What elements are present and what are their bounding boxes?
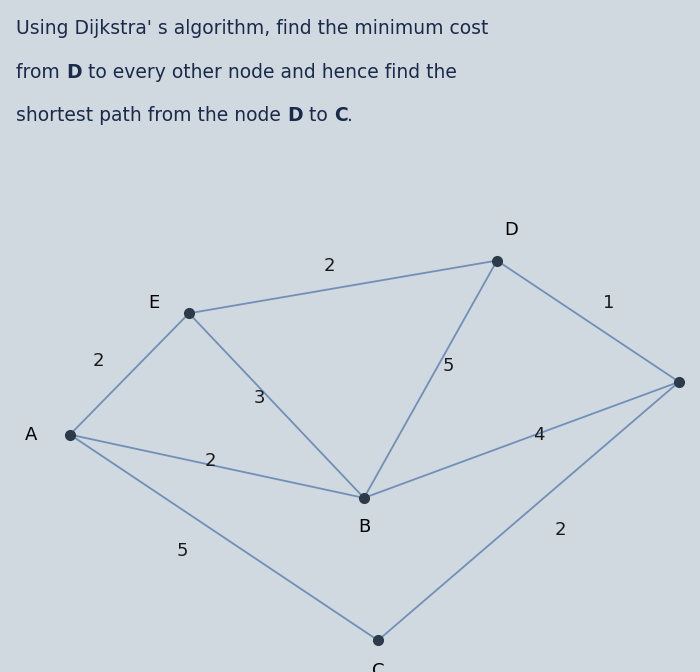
Text: Using Dijkstra' s algorithm, find the minimum cost: Using Dijkstra' s algorithm, find the mi… — [16, 19, 489, 38]
Text: 3: 3 — [253, 388, 265, 407]
Text: A: A — [25, 425, 38, 444]
Text: to every other node and hence find the: to every other node and hence find the — [82, 62, 456, 82]
Text: B: B — [358, 518, 370, 536]
Text: D: D — [287, 106, 303, 125]
Text: 5: 5 — [442, 357, 454, 375]
Text: 2: 2 — [554, 521, 566, 538]
Text: to: to — [303, 106, 334, 125]
Text: 5: 5 — [176, 542, 188, 560]
Text: C: C — [334, 106, 347, 125]
Text: E: E — [148, 294, 160, 312]
Text: 2: 2 — [92, 351, 104, 370]
Text: shortest path from the node: shortest path from the node — [16, 106, 287, 125]
Text: C: C — [372, 662, 384, 672]
Text: from: from — [16, 62, 66, 82]
Text: 2: 2 — [204, 452, 216, 470]
Text: 1: 1 — [603, 294, 615, 312]
Text: D: D — [504, 221, 518, 239]
Text: 4: 4 — [533, 425, 545, 444]
Text: .: . — [347, 106, 354, 125]
Text: 2: 2 — [323, 257, 335, 275]
Text: D: D — [66, 62, 82, 82]
